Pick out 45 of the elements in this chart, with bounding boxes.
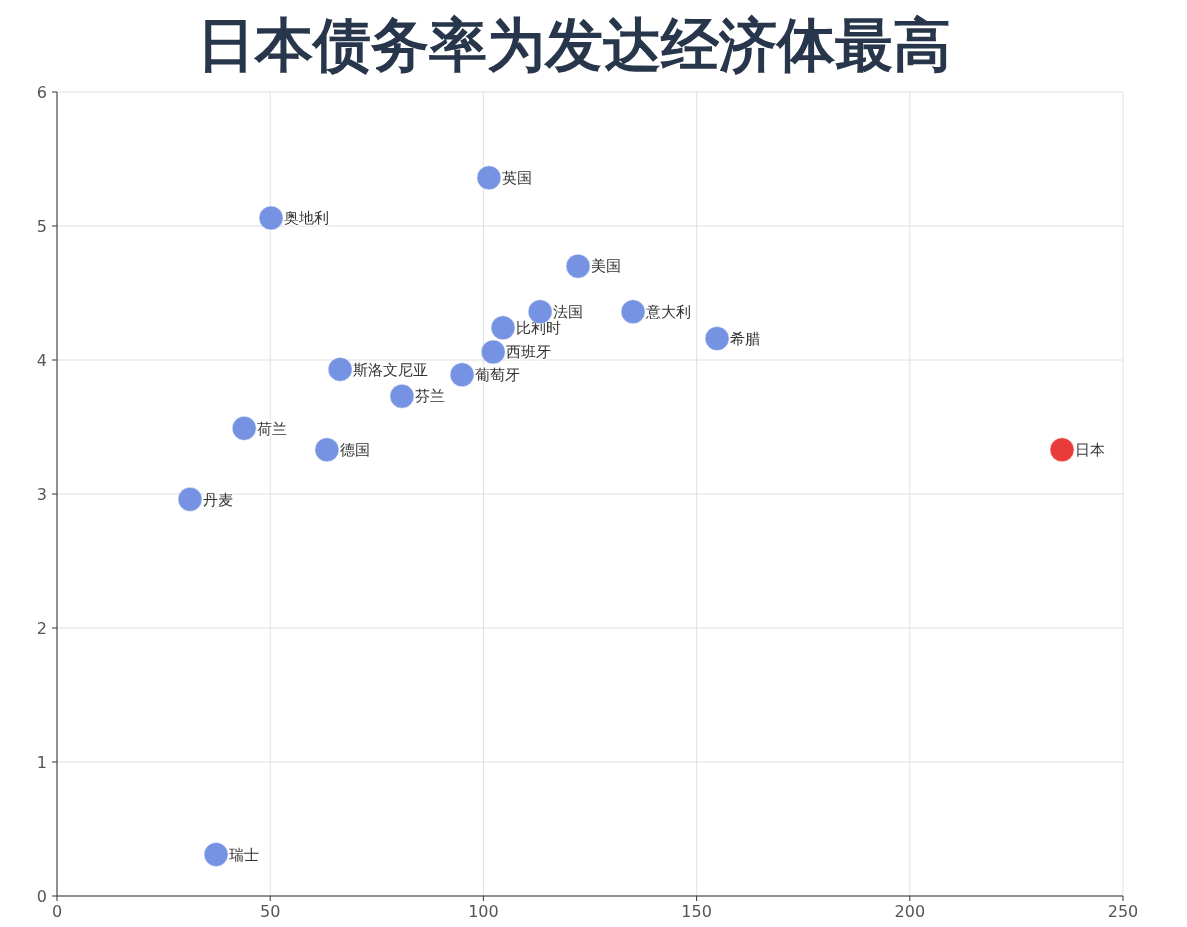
point	[480, 339, 506, 365]
x-tick-label: 0	[51, 902, 63, 921]
annotation: 斯洛文尼亚	[353, 360, 429, 379]
point	[258, 205, 284, 231]
y-tick-label: 1	[36, 752, 47, 772]
x-tick-label: 50	[260, 902, 281, 921]
x-tick-label: 200	[894, 902, 926, 921]
annotation: 葡萄牙	[475, 365, 521, 384]
y-tick-label: 2	[36, 618, 47, 638]
point	[704, 326, 730, 352]
annotation: 芬兰	[414, 387, 445, 406]
y-tick-label: 4	[36, 350, 47, 370]
annotation: 比利时	[516, 319, 562, 338]
x-tick-label: 150	[681, 902, 712, 921]
annotation: 奥地利	[284, 209, 330, 228]
annotation: 日本	[1075, 441, 1106, 460]
point	[490, 315, 516, 341]
point	[314, 437, 340, 463]
annotation: 西班牙	[506, 343, 552, 362]
annotation: 瑞士	[229, 845, 260, 864]
y-tick-label: 0	[36, 886, 47, 906]
point	[565, 253, 591, 279]
annotation: 美国	[591, 257, 622, 276]
y-tick-label: 3	[36, 484, 47, 504]
point	[620, 299, 646, 325]
annotation: 意大利	[645, 303, 692, 322]
x-tick-label: 100	[468, 902, 499, 921]
point	[203, 841, 229, 867]
point	[177, 486, 203, 512]
y-tick-label: 5	[36, 216, 47, 236]
chart-title: 日本债务率为发达经济体最高	[197, 11, 951, 79]
point	[476, 165, 502, 191]
annotation: 英国	[501, 169, 532, 188]
point	[449, 362, 475, 388]
point	[1049, 437, 1075, 463]
annotation: 丹麦	[203, 490, 234, 509]
point	[389, 383, 415, 409]
point	[327, 356, 353, 382]
annotation: 荷兰	[257, 419, 288, 438]
annotation: 法国	[553, 303, 584, 322]
annotation: 希腊	[730, 329, 761, 348]
annotation: 德国	[339, 441, 370, 460]
y-tick-label: 6	[36, 82, 47, 102]
point	[231, 415, 257, 441]
x-tick-label: 250	[1107, 902, 1139, 921]
